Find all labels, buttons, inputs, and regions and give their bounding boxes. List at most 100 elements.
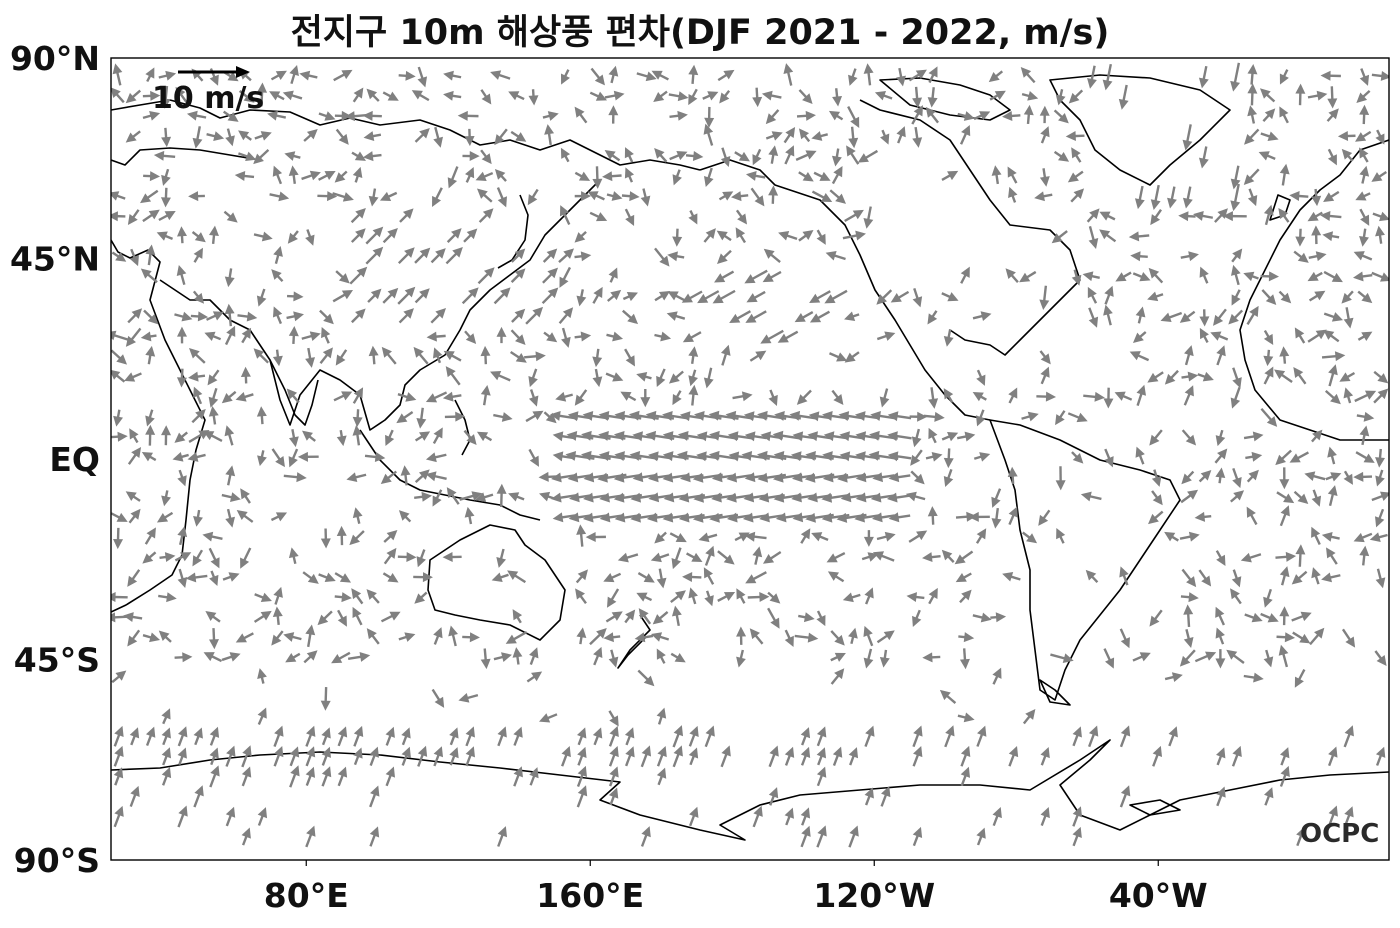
wind-vector <box>144 527 156 545</box>
wind-vector <box>446 228 462 243</box>
wind-vector <box>606 289 622 302</box>
wind-vector <box>1164 369 1179 385</box>
wind-vector <box>800 727 811 746</box>
wind-vector <box>1040 746 1050 766</box>
wind-vector <box>238 130 252 141</box>
wind-vector <box>1199 309 1210 327</box>
wind-vector <box>830 630 845 646</box>
wind-vector <box>299 70 318 81</box>
wind-vector <box>1327 485 1338 507</box>
wind-vector <box>625 746 635 767</box>
wind-vector <box>1194 511 1212 522</box>
wind-vector <box>1341 628 1356 648</box>
wind-vector <box>681 290 703 303</box>
wind-vector <box>1164 672 1183 683</box>
wind-vector <box>1259 88 1276 103</box>
wind-vector <box>318 111 336 121</box>
wind-vector <box>430 307 447 324</box>
wind-vector <box>976 827 986 846</box>
wind-vector <box>1355 130 1372 142</box>
wind-vector <box>927 87 938 108</box>
wind-vector <box>282 90 303 101</box>
wind-vector <box>667 291 685 302</box>
wind-vector <box>364 452 386 462</box>
wind-vector <box>317 610 333 626</box>
wind-vector <box>177 226 187 244</box>
wind-vector <box>1021 91 1039 101</box>
wind-vector <box>720 344 731 366</box>
wind-vector <box>1099 211 1116 221</box>
wind-vector <box>872 472 895 483</box>
wind-vector <box>1276 491 1295 504</box>
wind-vector <box>238 89 255 103</box>
wind-vector <box>744 431 767 442</box>
wind-vector <box>1230 490 1245 503</box>
wind-vector <box>832 88 843 107</box>
wind-vector <box>447 166 459 189</box>
wind-vector <box>688 747 699 766</box>
wind-vector <box>752 148 762 166</box>
wind-vector <box>542 111 559 121</box>
wind-vector <box>398 308 414 324</box>
wind-vector <box>1327 446 1337 465</box>
wind-vector <box>508 492 525 502</box>
wind-vector <box>305 725 316 747</box>
wind-vector <box>692 512 723 523</box>
longitude-label: 40°W <box>1109 876 1208 915</box>
wind-vector <box>910 470 925 485</box>
wind-vector <box>848 126 859 149</box>
wind-vector <box>703 567 715 585</box>
ocpc-logo: OCPC <box>1300 819 1379 849</box>
wind-vector <box>800 807 811 826</box>
wind-vector <box>336 430 347 447</box>
wind-vector <box>798 89 813 105</box>
wind-vector <box>305 624 316 648</box>
wind-vector <box>1278 644 1289 668</box>
wind-vector <box>577 746 587 766</box>
wind-vector <box>574 191 592 202</box>
wind-vector <box>912 609 922 627</box>
wind-vector <box>464 330 477 345</box>
wind-vector <box>524 351 546 362</box>
wind-vector <box>972 391 987 402</box>
wind-vector <box>798 612 815 623</box>
wind-vector <box>111 191 126 201</box>
wind-vector <box>318 572 336 583</box>
wind-vector <box>529 647 539 665</box>
wind-vector <box>955 572 972 583</box>
wind-vector <box>399 208 414 223</box>
wind-vector <box>574 331 592 342</box>
wind-vector <box>174 652 193 663</box>
wind-vector <box>1307 271 1323 282</box>
wind-vector <box>192 290 205 304</box>
wind-vector <box>688 346 699 364</box>
wind-vector <box>608 725 619 747</box>
wind-vector <box>1149 429 1163 446</box>
wind-vector <box>909 411 928 422</box>
wind-vector <box>273 745 284 767</box>
wind-vector <box>957 111 975 121</box>
wind-vector <box>257 82 268 107</box>
wind-vector <box>672 169 682 186</box>
wind-vector <box>141 451 157 462</box>
wind-vector <box>513 726 523 746</box>
wind-vector <box>1055 410 1066 426</box>
wind-vector <box>576 727 587 746</box>
wind-vector <box>433 746 444 767</box>
wind-vector <box>505 630 528 644</box>
wind-vector <box>688 64 699 84</box>
wind-vector <box>209 747 219 766</box>
wind-vector <box>608 787 619 806</box>
wind-vector <box>1228 309 1244 325</box>
wind-vector <box>1308 251 1327 262</box>
wind-vector <box>941 549 955 563</box>
wind-vector <box>1104 285 1114 305</box>
wind-vector <box>187 452 206 462</box>
wind-vector <box>176 368 187 388</box>
wind-vector <box>382 227 398 244</box>
wind-vector <box>1194 651 1217 663</box>
wind-vector <box>463 429 477 446</box>
wind-vector <box>457 110 479 121</box>
wind-vector <box>317 191 338 202</box>
wind-vector <box>480 345 491 365</box>
